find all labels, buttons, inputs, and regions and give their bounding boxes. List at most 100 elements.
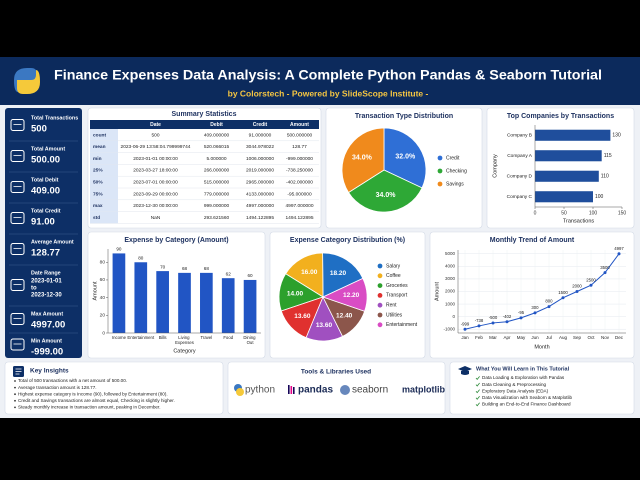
x-tick-label: Jan [461, 335, 469, 340]
table-cell: 409.000000 [204, 132, 230, 138]
insights-icon [13, 366, 24, 377]
x-tick-label: Travel [200, 335, 212, 340]
legend-label: Credit [446, 155, 460, 161]
table-cell: 4997.000000 [285, 203, 313, 209]
table-panel [87, 107, 322, 229]
legend-swatch [437, 168, 443, 174]
legend-swatch [437, 155, 443, 161]
insight-item: Total of 500 transactions with a net amo… [18, 378, 127, 383]
y-tick-label: 3000 [445, 276, 456, 281]
table-cell: NaN [151, 215, 161, 221]
table-cell: 293.621560 [204, 215, 230, 221]
legend-label: Transport [386, 293, 408, 299]
table-cell: 520.066015 [204, 144, 230, 150]
row-header: max [93, 204, 103, 209]
kpi-icon [10, 338, 25, 351]
y-axis-label: Company [492, 154, 498, 178]
y-tick-label: -1000 [443, 326, 455, 331]
pie-slice [321, 277, 368, 312]
check-mark [475, 382, 480, 387]
table-cell: -402.000000 [286, 179, 313, 185]
value-label: 2500 [586, 277, 596, 282]
tools-panel [227, 361, 446, 415]
value-label: 3500 [600, 265, 610, 270]
value-label: 1500 [558, 290, 568, 295]
slice-label: 18.20 [330, 270, 347, 277]
y-tick-label: 2000 [445, 289, 456, 294]
value-label: 70 [160, 264, 166, 269]
legend-swatch [377, 293, 383, 298]
slice-label: 14.00 [287, 290, 304, 297]
point [533, 311, 537, 315]
bar [535, 170, 599, 182]
kpi-value: 91.00 [31, 217, 55, 228]
value-label: 68 [182, 266, 188, 271]
slice-label: 12.20 [343, 292, 360, 299]
point [519, 316, 523, 320]
table-cell: 4997.000000 [246, 203, 274, 209]
bullet [14, 399, 16, 402]
table-cell: -999.000000 [286, 156, 313, 162]
chart-panel [429, 231, 635, 359]
kpi-value: 2023-01-01 [31, 279, 62, 285]
table-cell: 1494.122895 [246, 215, 274, 221]
pie-slice [347, 169, 423, 213]
table-header-bg [90, 120, 319, 129]
table-cell: 1006.000000 [246, 156, 274, 162]
x-tick-label: Jun [531, 335, 539, 340]
legend-label: Groceries [386, 283, 408, 289]
legend-swatch [377, 322, 383, 328]
tool-icon [340, 385, 350, 395]
y-tick-label: 80 [100, 260, 106, 266]
kpi-icon [10, 279, 25, 291]
learn-panel [449, 361, 635, 415]
row-header-bg [90, 129, 118, 141]
point [463, 327, 467, 331]
table-cell: 2023-12-30 00:00:00 [133, 203, 178, 209]
table-cell: 2023-09-29 00:00:00 [133, 191, 178, 197]
bar [156, 271, 169, 333]
table-cell: 1494.122895 [285, 215, 313, 221]
tool-name: matplotlib [402, 384, 445, 394]
value-label: -95 [518, 310, 525, 315]
slice-label: 34.0% [376, 192, 397, 199]
row-header: count [93, 132, 106, 138]
check-mark [475, 395, 480, 400]
table-header: Amount [290, 122, 309, 128]
row-header: std [93, 215, 100, 221]
table-title: Summary Statistics [172, 111, 237, 118]
legend-swatch [377, 312, 383, 318]
x-tick-label: 0 [534, 210, 537, 216]
legend-swatch [377, 283, 383, 288]
value-label: 800 [545, 299, 553, 304]
bar [535, 191, 593, 203]
legend-swatch [377, 263, 383, 269]
value-label: -402 [503, 314, 512, 319]
chart-title: Expense by Category (Amount) [124, 237, 228, 244]
value-label: 115 [604, 153, 612, 159]
value-label: -738 [475, 318, 484, 323]
row-header: 50% [93, 179, 103, 185]
page-subtitle: by Colorstech - Powered by SlideScope In… [228, 88, 429, 98]
tool-icon [293, 387, 295, 394]
table-cell: 2023-01-01 00:00:00 [133, 156, 178, 162]
bar [112, 253, 126, 333]
cap-base [461, 371, 469, 375]
legend-swatch [377, 302, 383, 308]
x-tick-label: 50 [561, 210, 567, 216]
pie-slice [285, 252, 324, 298]
tool-name: pandas [298, 385, 333, 396]
kpi-icon [10, 212, 25, 224]
x-axis-label: Category [173, 348, 196, 354]
kpi-label: Total Credit [31, 208, 61, 214]
panel-title: Tools & Libraries Used [301, 369, 371, 376]
value-label: 90 [116, 247, 122, 252]
kpi-icon [10, 181, 25, 193]
x-tick-label: Feb [475, 335, 483, 340]
row-header-bg [90, 152, 118, 165]
x-tick-label: Sep [573, 335, 582, 340]
kpi-value: 500 [31, 124, 47, 135]
table-cell: 4133.000000 [246, 191, 274, 197]
row-header-bg [90, 211, 118, 224]
